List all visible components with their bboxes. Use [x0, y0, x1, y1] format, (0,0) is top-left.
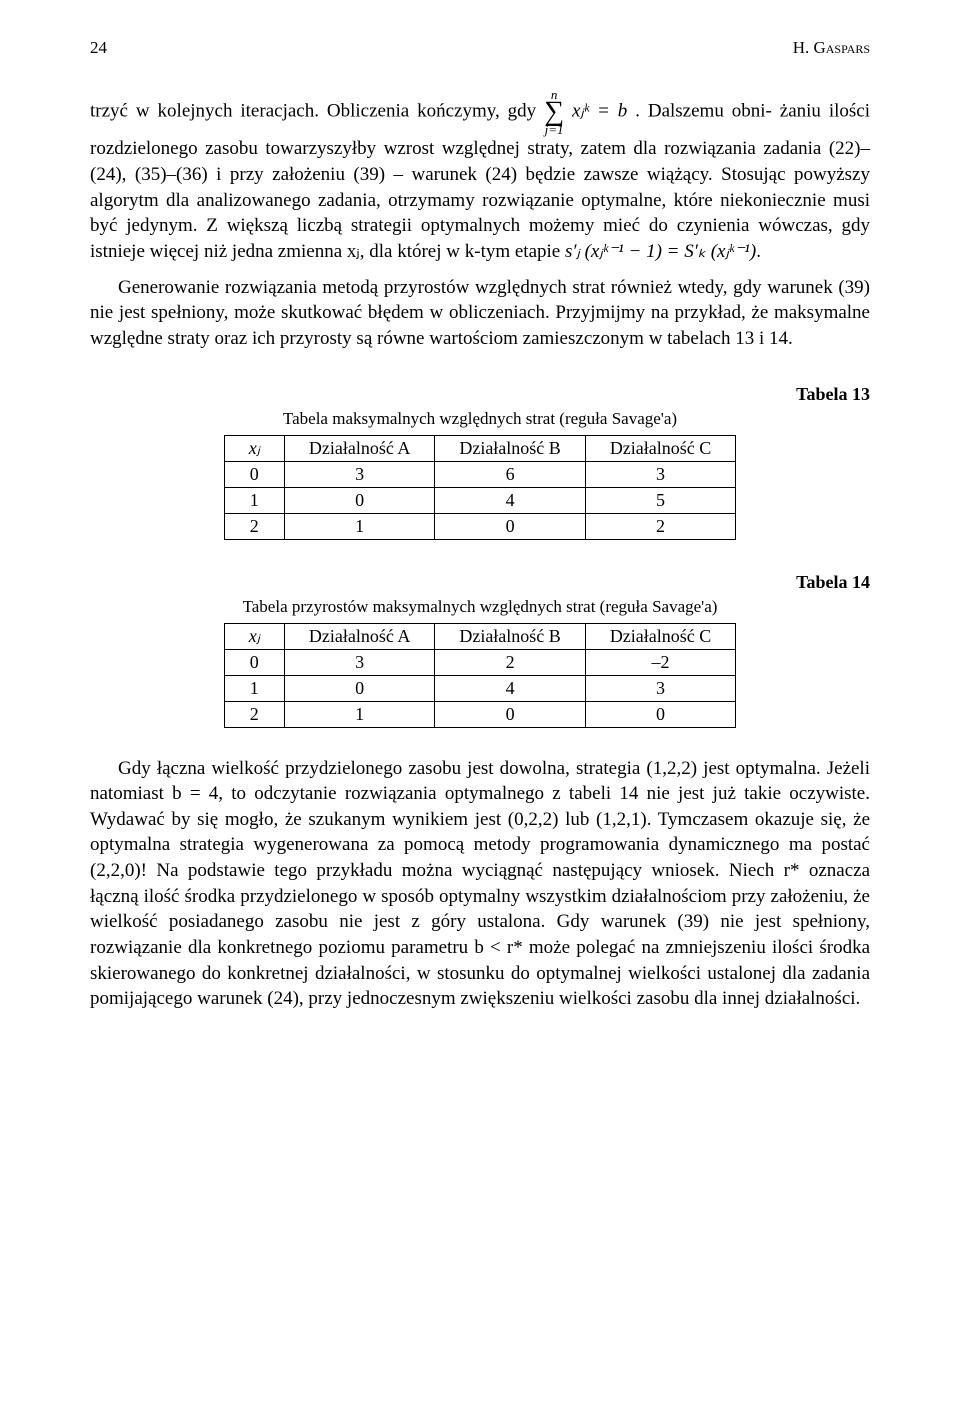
page: 24 H. Gaspars trzyć w kolejnych iteracja…: [0, 0, 960, 1404]
table13: xⱼ Działalność A Działalność B Działalno…: [224, 435, 737, 540]
sigma-icon: ∑: [544, 101, 564, 123]
table13-col-3: Działalność C: [585, 435, 735, 461]
cell: 2: [224, 701, 284, 727]
sum-expression: xⱼᵏ = b: [572, 101, 627, 122]
paragraph-1: trzyć w kolejnych iteracjach. Obliczenia…: [90, 88, 870, 265]
table14-col-2: Działalność B: [435, 623, 585, 649]
author-name: H. Gaspars: [793, 38, 870, 58]
cell: 0: [435, 701, 585, 727]
para1-formula-tail: s′ⱼ (xⱼᵏ⁻¹ − 1) = S′ₖ (xⱼᵏ⁻¹): [565, 241, 756, 262]
cell: 4: [435, 487, 585, 513]
cell: 2: [435, 649, 585, 675]
cell: 1: [224, 487, 284, 513]
cell: 4: [435, 675, 585, 701]
cell: 1: [284, 513, 434, 539]
paragraph-2: Generowanie rozwiązania metodą przyrostó…: [90, 275, 870, 352]
table-row: 1 0 4 5: [224, 487, 736, 513]
table14-label: Tabela 14: [90, 572, 870, 593]
cell: 0: [224, 461, 284, 487]
sum-lower: j=1: [544, 123, 564, 136]
table-row: 2 1 0 0: [224, 701, 736, 727]
para1-text-a: trzyć w kolejnych iteracjach. Obliczenia…: [90, 101, 544, 122]
table14-caption: Tabela przyrostów maksymalnych względnyc…: [90, 597, 870, 617]
table-row: 2 1 0 2: [224, 513, 736, 539]
cell: 1: [224, 675, 284, 701]
table14-col-3: Działalność C: [585, 623, 735, 649]
cell: 0: [284, 675, 434, 701]
cell: 0: [284, 487, 434, 513]
para1-text-b: . Dalszemu obni-: [635, 101, 772, 122]
cell: –2: [585, 649, 735, 675]
table-row: xⱼ Działalność A Działalność B Działalno…: [224, 435, 736, 461]
cell: 3: [585, 461, 735, 487]
table13-col-2: Działalność B: [435, 435, 585, 461]
table-row: 0 3 6 3: [224, 461, 736, 487]
cell: 5: [585, 487, 735, 513]
page-number: 24: [90, 38, 107, 58]
paragraph-3: Gdy łączna wielkość przydzielonego zasob…: [90, 756, 870, 1012]
cell: 3: [284, 461, 434, 487]
table13-caption: Tabela maksymalnych względnych strat (re…: [90, 409, 870, 429]
para1-text-c: żaniu ilości rozdzielonego zasobu towarz…: [90, 101, 870, 262]
cell: 1: [284, 701, 434, 727]
table13-col-1: Działalność A: [284, 435, 434, 461]
cell: 2: [585, 513, 735, 539]
table-row: 0 3 2 –2: [224, 649, 736, 675]
cell: 2: [224, 513, 284, 539]
spacer: [90, 736, 870, 756]
page-header: 24 H. Gaspars: [90, 38, 870, 58]
cell: 0: [224, 649, 284, 675]
summation-symbol: n ∑ j=1: [544, 88, 564, 136]
table14-col-0: xⱼ: [224, 623, 284, 649]
cell: 0: [585, 701, 735, 727]
table13-label: Tabela 13: [90, 384, 870, 405]
cell: 3: [585, 675, 735, 701]
cell: 6: [435, 461, 585, 487]
table14-col-1: Działalność A: [284, 623, 434, 649]
table-row: xⱼ Działalność A Działalność B Działalno…: [224, 623, 736, 649]
table14: xⱼ Działalność A Działalność B Działalno…: [224, 623, 737, 728]
cell: 3: [284, 649, 434, 675]
table-row: 1 0 4 3: [224, 675, 736, 701]
cell: 0: [435, 513, 585, 539]
table13-col-0: xⱼ: [224, 435, 284, 461]
para1-text-d: .: [756, 241, 761, 262]
